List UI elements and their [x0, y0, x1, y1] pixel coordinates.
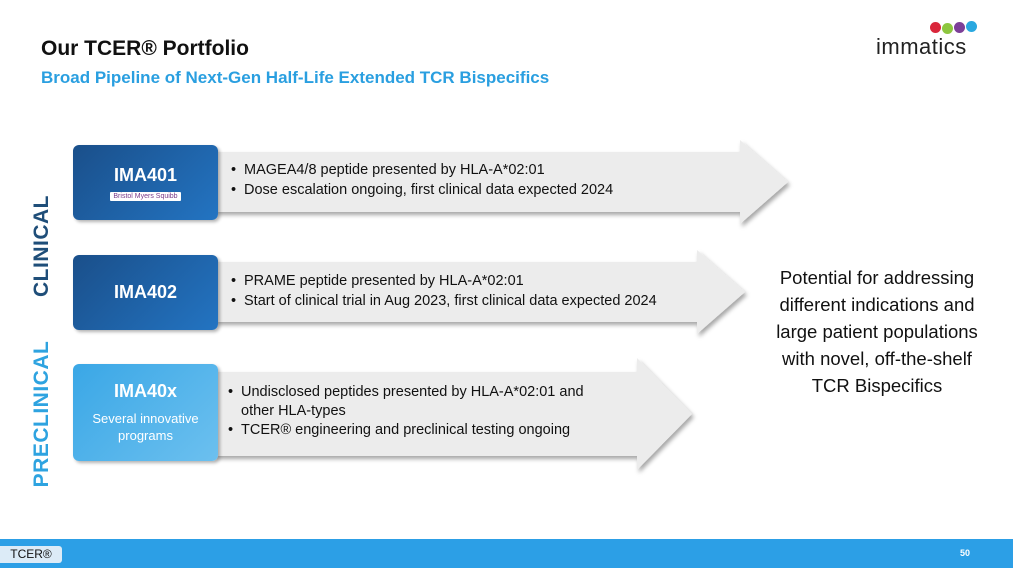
page-number: 50 [960, 548, 971, 558]
bullet: Dose escalation ongoing, first clinical … [231, 180, 613, 200]
logo-icon [930, 20, 980, 36]
footer-tag: TCER® [0, 546, 62, 563]
program-description: Several innovative programs [92, 411, 199, 443]
subtitle: Broad Pipeline of Next-Gen Half-Life Ext… [41, 68, 550, 87]
stage-label: PRECLINICAL [30, 340, 53, 488]
program-name: IMA40x [113, 381, 178, 401]
program-box: IMA40x Several innovative programs [73, 364, 218, 461]
title: Our TCER® Portfolio [41, 37, 249, 60]
footer-bar [0, 539, 1013, 568]
summary-text: Potential for addressing different indic… [776, 267, 978, 396]
bullet: MAGEA4/8 peptide presented by HLA-A*02:0… [231, 160, 613, 180]
bullet: PRAME peptide presented by HLA-A*02:01 [231, 271, 657, 291]
logo: immatics [876, 34, 967, 59]
program-box: IMA402 [73, 255, 218, 330]
bullet-list: Undisclosed peptides presented by HLA-A*… [227, 383, 586, 440]
partner-badge: Bristol Myers Squibb [110, 191, 181, 201]
bullet: Start of clinical trial in Aug 2023, fir… [231, 291, 657, 311]
bullet-list: PRAME peptide presented by HLA-A*02:01 S… [230, 271, 657, 311]
program-box: IMA401 Bristol Myers Squibb [73, 145, 218, 220]
bullet: Undisclosed peptides presented by HLA-A*… [228, 383, 586, 421]
program-name: IMA401 [113, 164, 178, 185]
bullet: TCER® engineering and preclinical testin… [228, 421, 586, 440]
stage-label: CLINICAL [30, 195, 53, 297]
bullet-list: MAGEA4/8 peptide presented by HLA-A*02:0… [230, 160, 613, 200]
program-name: IMA402 [113, 282, 178, 302]
